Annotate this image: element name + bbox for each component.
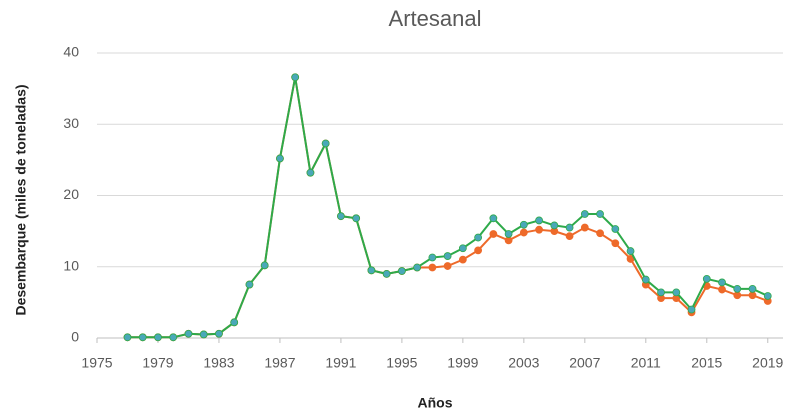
point bbox=[443, 262, 452, 270]
x-tick-label: 1999 bbox=[447, 355, 478, 371]
x-tick-label: 2003 bbox=[508, 355, 539, 371]
point bbox=[291, 73, 300, 82]
point bbox=[367, 266, 376, 275]
x-tick-label: 2015 bbox=[691, 355, 722, 371]
point bbox=[382, 269, 391, 278]
y-tick-label: 30 bbox=[63, 115, 79, 131]
point bbox=[138, 333, 147, 342]
point bbox=[565, 232, 574, 241]
point bbox=[687, 305, 696, 314]
point bbox=[428, 263, 437, 272]
x-tick-label: 1975 bbox=[81, 355, 112, 371]
point bbox=[611, 225, 620, 233]
point bbox=[596, 229, 604, 238]
x-axis-label: Años bbox=[418, 395, 453, 411]
x-tick-label: 2011 bbox=[631, 355, 661, 371]
point bbox=[748, 291, 757, 300]
point bbox=[199, 330, 208, 339]
chart-title: Artesanal bbox=[389, 6, 482, 31]
point bbox=[535, 225, 543, 234]
y-tick-label: 0 bbox=[71, 329, 79, 345]
y-tick-label: 10 bbox=[63, 257, 79, 273]
x-tick-label: 1979 bbox=[142, 355, 173, 371]
y-tick-label: 40 bbox=[63, 44, 79, 60]
y-axis-label: Desembarque (miles de toneladas) bbox=[13, 84, 29, 315]
point bbox=[748, 284, 757, 293]
point bbox=[657, 288, 665, 297]
point bbox=[519, 220, 528, 229]
point bbox=[504, 236, 513, 245]
point bbox=[733, 291, 742, 300]
point bbox=[443, 252, 452, 260]
point bbox=[123, 333, 132, 342]
point bbox=[641, 275, 650, 284]
point bbox=[535, 216, 543, 225]
point bbox=[702, 274, 711, 283]
point bbox=[611, 239, 620, 248]
point bbox=[397, 267, 406, 275]
x-tick-label: 1991 bbox=[325, 355, 356, 371]
point bbox=[718, 278, 726, 287]
point bbox=[413, 263, 422, 272]
series-line bbox=[127, 77, 769, 339]
point bbox=[352, 214, 361, 223]
x-tick-label: 1983 bbox=[203, 355, 234, 371]
point bbox=[154, 333, 162, 342]
x-tick-label: 2007 bbox=[569, 355, 600, 371]
point bbox=[596, 210, 604, 218]
point bbox=[626, 247, 635, 255]
point bbox=[306, 168, 315, 177]
point bbox=[580, 210, 589, 218]
point bbox=[230, 318, 239, 327]
point bbox=[458, 255, 467, 264]
point bbox=[245, 280, 254, 289]
point bbox=[474, 246, 483, 255]
y-tick-label: 20 bbox=[63, 186, 79, 202]
point bbox=[474, 233, 483, 242]
point bbox=[276, 154, 284, 163]
point bbox=[580, 223, 589, 232]
point bbox=[489, 214, 498, 223]
point bbox=[184, 329, 193, 338]
x-tick-label: 1987 bbox=[264, 355, 295, 371]
point bbox=[763, 292, 772, 300]
point bbox=[519, 228, 528, 237]
x-tick-label: 1995 bbox=[386, 355, 417, 371]
point bbox=[428, 253, 437, 262]
point bbox=[215, 329, 223, 338]
point bbox=[321, 139, 330, 148]
point bbox=[733, 284, 742, 293]
point bbox=[504, 230, 513, 238]
point bbox=[489, 230, 498, 238]
point bbox=[672, 288, 681, 297]
point bbox=[169, 333, 178, 342]
x-tick-label: 2019 bbox=[752, 355, 783, 371]
point bbox=[550, 221, 559, 230]
point bbox=[337, 212, 345, 221]
point bbox=[458, 244, 467, 253]
point bbox=[718, 285, 726, 294]
point bbox=[565, 223, 574, 232]
point bbox=[260, 261, 269, 270]
